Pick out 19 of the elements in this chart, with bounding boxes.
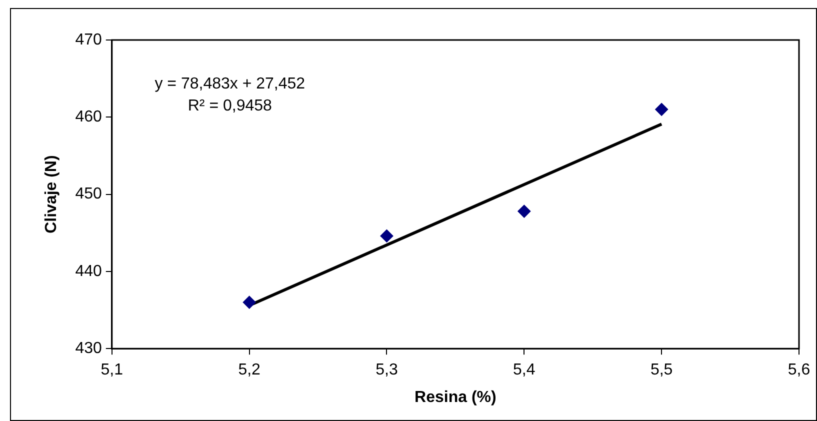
y-tick-label: 430: [75, 340, 102, 358]
x-tick-label: 5,4: [513, 362, 536, 379]
y-axis-title: Clivaje (N): [43, 155, 60, 234]
x-tick-label: 5,3: [376, 362, 398, 379]
point: [518, 204, 531, 218]
y-tick-label: 450: [75, 186, 102, 203]
point: [380, 229, 394, 242]
annotation: y = 78,483x + 27,452: [154, 75, 306, 92]
x-axis-title: Resina (%): [414, 388, 496, 406]
point: [242, 296, 256, 309]
x-tick-label: 5,5: [650, 362, 673, 379]
point: [655, 102, 668, 116]
x-tick-label: 5,6: [788, 362, 810, 379]
y-tick-label: 470: [75, 31, 102, 48]
annotation: R² = 0,9458: [188, 97, 272, 114]
x-tick-label: 5,1: [100, 362, 124, 379]
y-tick-label: 460: [75, 108, 102, 126]
y-tick-label: 440: [75, 262, 102, 280]
x-tick-label: 5,2: [238, 362, 261, 379]
